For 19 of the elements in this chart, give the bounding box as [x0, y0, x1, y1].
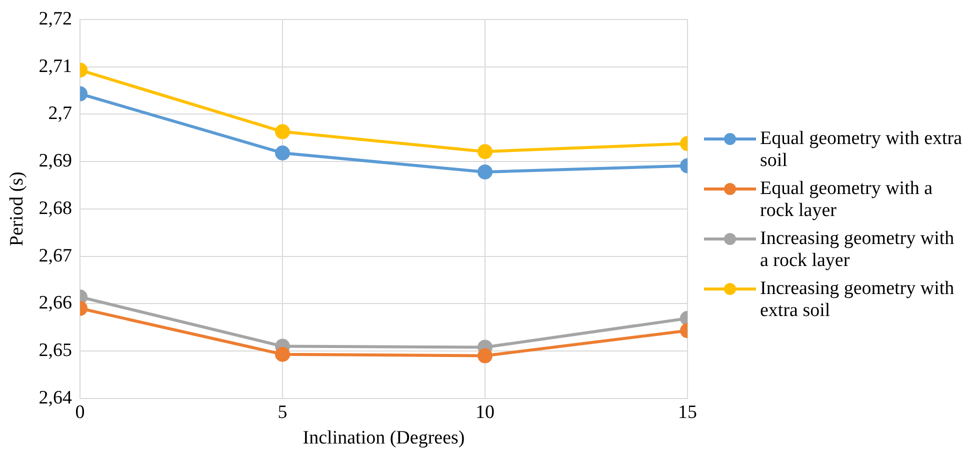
x-tick-label: 5 — [278, 402, 288, 423]
y-tick-label: 2,7 — [48, 103, 72, 124]
y-tick-label: 2,68 — [38, 198, 72, 219]
y-tick-label: 2,71 — [38, 56, 72, 77]
y-tick-label: 2,65 — [38, 340, 72, 362]
y-axis-title: Period (s) — [6, 172, 28, 246]
y-tick-label: 2,64 — [38, 387, 73, 408]
y-tick-label: 2,66 — [38, 292, 72, 314]
x-tick-label: 15 — [678, 402, 697, 423]
y-tick-label: 2,67 — [38, 245, 72, 266]
x-tick-label: 10 — [476, 402, 495, 423]
y-tick-label: 2,72 — [38, 8, 72, 30]
legend-label: Equal geometry with a rock layer — [760, 178, 934, 222]
legend-label: Equal geometry with extra soil — [760, 128, 964, 172]
legend-label: Increasing geometry with a rock layer — [760, 228, 956, 272]
x-tick-label: 0 — [75, 402, 85, 423]
legend-label: Increasing geometry with extra soil — [760, 278, 956, 322]
x-axis-title: Inclination (Degrees) — [302, 428, 465, 449]
y-tick-label: 2,69 — [38, 150, 72, 172]
